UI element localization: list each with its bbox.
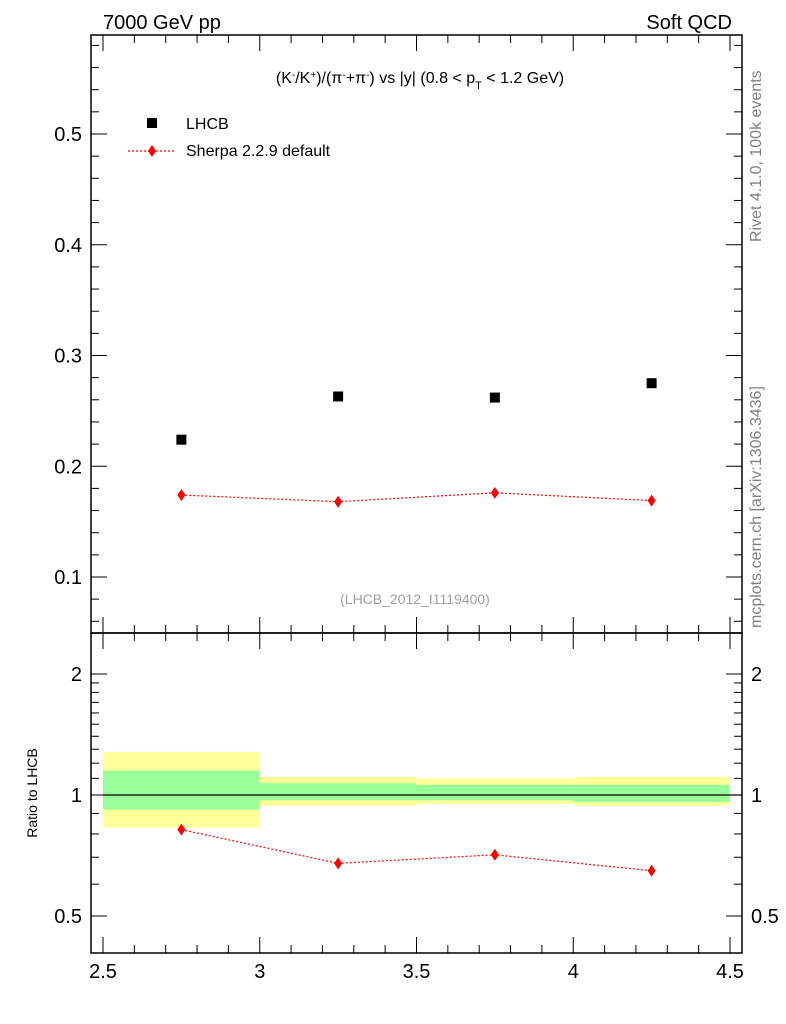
ratio-tick-label-right: 0.5 (751, 906, 779, 928)
analysis-id: (LHCB_2012_I1119400) (340, 591, 490, 607)
tick-labels: 2.5 3 3.5 4 4.5 0.1 0.2 0.3 0.4 0.5 0.5 0.5 1 1 2 2 (54, 124, 779, 983)
x-tick-label: 3.5 (403, 961, 431, 983)
band-inner-1 (259, 783, 417, 801)
ratio-tick-label-left: 0.5 (54, 906, 82, 928)
mcplots-label: mcplots.cern.ch [arXiv:1306.3436] (748, 386, 765, 628)
rivet-label: Rivet 4.1.0, 100k events (748, 70, 765, 242)
sherpa-ratio-line (181, 829, 652, 872)
x-tick-label: 4 (568, 961, 579, 983)
sherpa-ratio-point (490, 848, 499, 861)
sherpa-point (334, 495, 343, 508)
ratio-tick-label-left: 1 (71, 785, 82, 807)
band-inner-2 (416, 784, 574, 801)
x-tick-label: 4.5 (716, 961, 744, 983)
y-tick-label: 0.4 (54, 235, 82, 257)
legend-sherpa-label: Sherpa 2.2.9 default (186, 143, 331, 160)
band-inner-0 (103, 770, 260, 810)
lhcb-point (489, 392, 500, 403)
y-tick-label: 0.2 (54, 456, 82, 478)
uncertainty-bands (103, 751, 742, 828)
x-tick-label: 3 (254, 961, 265, 983)
legend-sherpa-marker (148, 145, 156, 157)
band-inner-3 (573, 784, 730, 803)
sherpa-point (490, 486, 499, 499)
y-tick-label: 0.3 (54, 346, 82, 368)
legend-lhcb-marker (147, 118, 157, 128)
plot-title: (K-/K+)/(π-+π-) vs |y| (0.8 < pT < 1.2 G… (276, 70, 564, 93)
sherpa-ratio-point (177, 823, 186, 836)
y-tick-label: 0.1 (54, 567, 82, 589)
ratio-tick-label-right: 1 (751, 785, 762, 807)
sherpa-ratio-point (647, 864, 656, 877)
lhcb-point (646, 378, 657, 389)
lhcb-point (176, 434, 187, 445)
legend: LHCB Sherpa 2.2.9 default (128, 116, 331, 160)
ratio-axis-label: Ratio to LHCB (24, 748, 40, 837)
x-tick-label: 2.5 (89, 961, 117, 983)
sherpa-ratio-point (334, 857, 343, 870)
header-right: Soft QCD (646, 12, 732, 34)
header-left: 7000 GeV pp (103, 12, 221, 34)
ratio-tick-label-right: 2 (751, 664, 762, 686)
lhcb-point (333, 391, 344, 402)
sherpa-line (181, 492, 652, 503)
data-marks (176, 378, 657, 877)
y-tick-label: 0.5 (54, 124, 82, 146)
sherpa-point (177, 489, 186, 502)
legend-lhcb-label: LHCB (186, 116, 229, 133)
axis-ticks (91, 35, 742, 953)
sherpa-point (647, 494, 656, 507)
ratio-tick-label-left: 2 (71, 664, 82, 686)
